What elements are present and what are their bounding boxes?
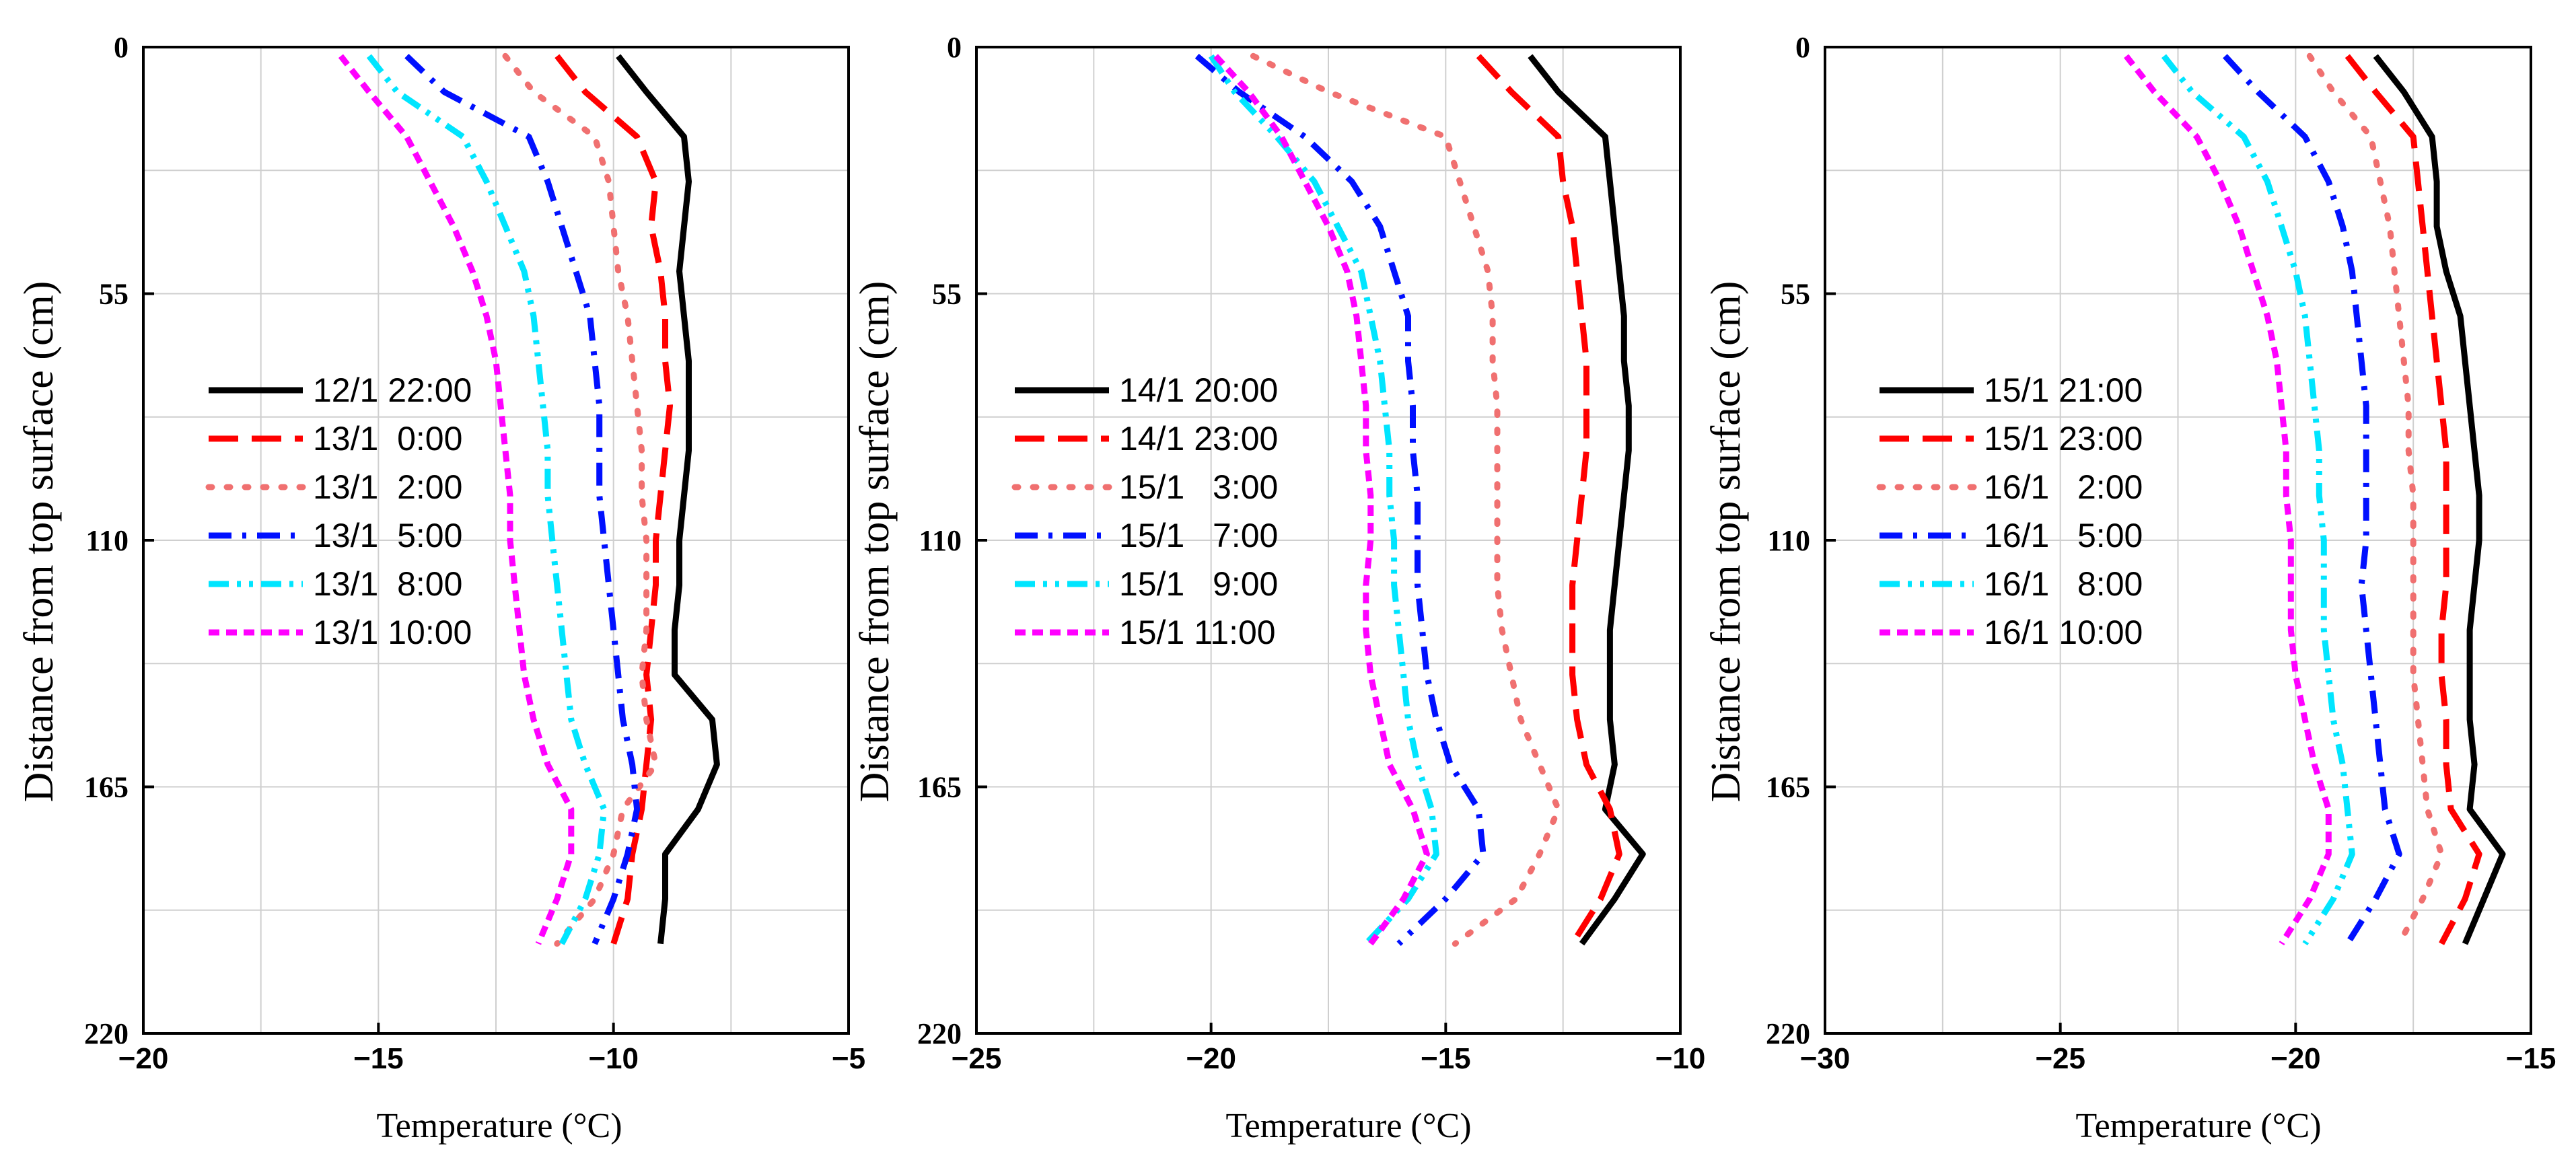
y-tick-label: 110: [919, 524, 962, 557]
x-tick-label: −10: [1655, 1042, 1706, 1075]
series-line-5: [2161, 54, 2355, 946]
legend-label: 15/1 21:00: [1984, 371, 2143, 409]
y-tick-label: 0: [114, 31, 129, 64]
x-tick-label: −25: [952, 1042, 1002, 1075]
series-line-3: [2306, 52, 2445, 947]
y-tick-label: 165: [84, 771, 129, 804]
y-tick-label: 220: [917, 1017, 962, 1050]
grid-lines: [976, 47, 1680, 1033]
legend-label: 13/1 5:00: [313, 517, 462, 554]
legend-label: 16/1 2:00: [1984, 468, 2143, 506]
series-line-6: [1213, 54, 1430, 946]
x-axis-label-2: Temperature (°C): [1225, 1107, 1471, 1145]
y-axis-label-2: Distance from top surface (cm): [852, 281, 898, 803]
y-tick-label: 220: [1766, 1017, 1810, 1050]
grid-lines: [1825, 47, 2531, 1033]
series-line-2: [1476, 54, 1622, 946]
legend: 12/1 22:00 13/1 0:00 13/1 2:00 13/1 5:00 13/…: [205, 371, 472, 651]
x-tick-label: −5: [832, 1042, 865, 1075]
series-line-6: [338, 54, 575, 945]
legend-label: 12/1 22:00: [313, 371, 472, 409]
legend: 15/1 21:00 15/1 23:00 16/1 2:00 16/1 5:00 16…: [1876, 371, 2143, 651]
series-line-6: [2124, 54, 2332, 946]
legend-label: 13/1 8:00: [313, 565, 462, 603]
y-tick-label: 55: [1781, 278, 1810, 311]
series-line-2: [554, 54, 673, 945]
y-axis-label-1: Distance from top surface (cm): [16, 281, 62, 803]
legend-label: 13/1 0:00: [313, 420, 462, 458]
x-tick-label: −20: [2270, 1042, 2321, 1075]
x-tick-label: −20: [118, 1042, 169, 1075]
y-axis-label-3: Distance from top surface (cm): [1703, 281, 1749, 803]
x-axis-label-3: Temperature (°C): [2075, 1107, 2321, 1145]
legend-label: 15/1 3:00: [1119, 468, 1278, 506]
y-tick-label: 0: [1795, 31, 1810, 64]
y-tick-label: 55: [932, 278, 962, 311]
legend-label: 16/1 5:00: [1984, 517, 2143, 554]
x-axis-label-1: Temperature (°C): [376, 1107, 622, 1145]
x-tick-label: −10: [588, 1042, 639, 1075]
legend-label: 16/1 10:00: [1984, 614, 2143, 651]
x-tick-label: −20: [1186, 1042, 1236, 1075]
x-tick-label: −25: [2035, 1042, 2085, 1075]
series-line-3: [502, 52, 659, 947]
y-tick-label: 165: [917, 771, 962, 804]
x-tick-label: −15: [353, 1042, 404, 1075]
series-line-5: [1208, 54, 1439, 946]
legend-label: 15/1 23:00: [1984, 420, 2143, 458]
grid-lines: [143, 47, 849, 1033]
y-tick-label: 55: [99, 278, 129, 311]
legend-label: 15/1 11:00: [1119, 614, 1276, 651]
y-tick-label: 110: [1767, 524, 1810, 557]
y-tick-label: 110: [85, 524, 129, 557]
y-tick-label: 0: [947, 31, 962, 64]
series-line-1: [616, 54, 720, 945]
legend-label: 15/1 9:00: [1119, 565, 1278, 603]
legend: 14/1 20:00 14/1 23:00 15/1 3:00 15/1 7:00 15…: [1011, 371, 1278, 651]
y-tick-label: 220: [84, 1017, 129, 1050]
legend-label: 13/1 10:00: [313, 614, 472, 651]
series-line-4: [2223, 54, 2402, 946]
x-tick-label: −15: [2506, 1042, 2556, 1075]
legend-label: 16/1 8:00: [1984, 565, 2143, 603]
series-line-4: [1194, 53, 1487, 946]
x-tick-label: −15: [1421, 1042, 1471, 1075]
series-line-4: [404, 54, 641, 945]
legend-label: 15/1 7:00: [1119, 517, 1278, 554]
series-line-5: [366, 54, 608, 945]
x-tick-label: −30: [1800, 1042, 1851, 1075]
series-line-1: [2373, 54, 2506, 945]
legend-label: 14/1 23:00: [1119, 420, 1278, 458]
chart-panel-1: 0 55 110 165 220−20 −15 −10 −5 12/1 22:00 13/1 0:…: [84, 31, 865, 1075]
series-line-3: [1250, 52, 1562, 947]
series-line-1: [1528, 54, 1646, 946]
y-tick-label: 165: [1766, 771, 1810, 804]
legend-label: 14/1 20:00: [1119, 371, 1278, 409]
legend-label: 13/1 2:00: [313, 468, 462, 506]
